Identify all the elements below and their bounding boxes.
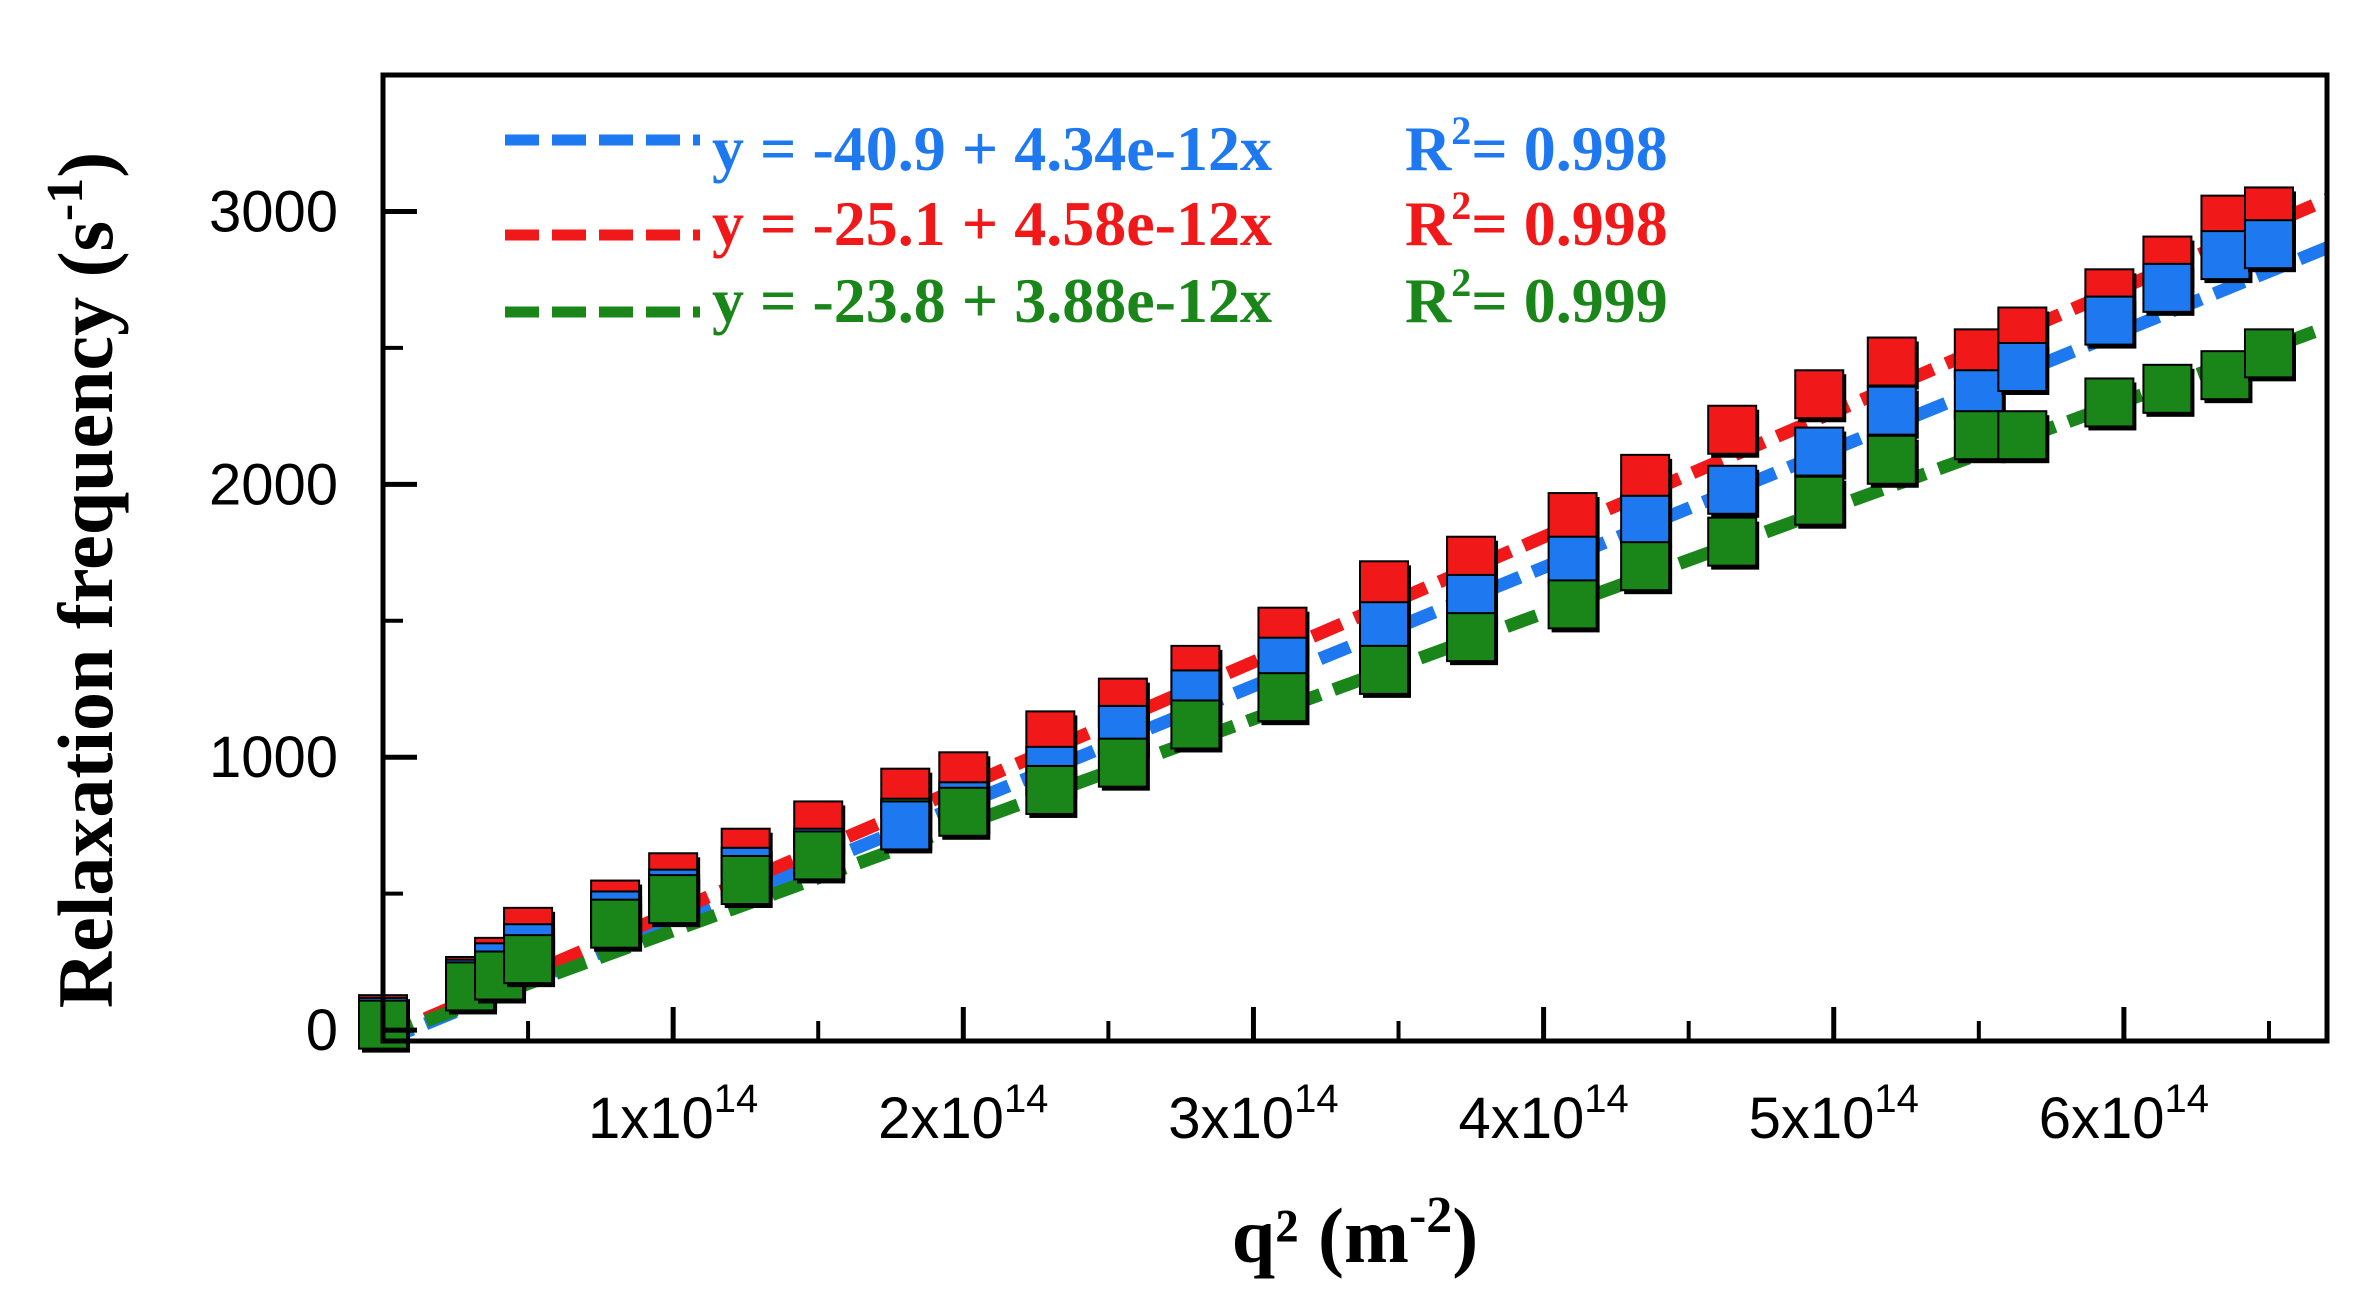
point-red [1866, 336, 1917, 387]
legend-r2-green: R2= 0.999 [1405, 260, 1668, 336]
point-blue [1359, 601, 1410, 652]
point-blue [1794, 426, 1845, 477]
legend-equation-red: y = -25.1 + 4.58e-12x [712, 188, 1272, 259]
point-green [2243, 328, 2294, 379]
point-blue [1547, 535, 1598, 586]
point-green [1794, 475, 1845, 526]
point-green [793, 830, 844, 881]
legend-equation-blue: y = -40.9 + 4.34e-12x [712, 113, 1272, 184]
point-green [2200, 350, 2251, 401]
x-tick-label: 6x1014 [2039, 1077, 2209, 1151]
point-blue [2200, 230, 2251, 281]
y-axis-title: Relaxation frequency (s-1) [37, 152, 129, 1009]
legend-equation-green: y = -23.8 + 3.88e-12x [712, 265, 1272, 336]
point-green [720, 855, 771, 905]
point-green [648, 874, 699, 925]
point-green [1953, 410, 2004, 461]
point-green [1866, 434, 1917, 485]
point-green [938, 786, 989, 837]
y-tick-label: 2000 [209, 452, 338, 517]
point-blue [2084, 295, 2135, 346]
x-tick-label: 1x1014 [588, 1077, 758, 1151]
point-green [1547, 579, 1598, 630]
point-blue [880, 800, 931, 851]
point-blue [1866, 385, 1917, 436]
point-green [1359, 644, 1410, 695]
plot-frame [380, 72, 2330, 1044]
point-blue [1707, 464, 1758, 515]
axes: 1x1014 2x1014 3x1014 4x1014 5x1014 6x1014 0 100… [209, 179, 2271, 1151]
point-green [503, 934, 554, 985]
point-green [1707, 516, 1758, 567]
point-green [1170, 699, 1221, 750]
y-tick-label: 0 [306, 998, 338, 1063]
data-points [358, 186, 2296, 1053]
point-green [1097, 737, 1148, 788]
legend-r2-blue: R2= 0.998 [1405, 108, 1668, 184]
point-red [1547, 492, 1598, 543]
x-tick-label: 2x1014 [878, 1077, 1048, 1151]
point-green [2084, 377, 2135, 428]
point-blue [1997, 341, 2048, 392]
x-tick-label: 3x1014 [1168, 1077, 1338, 1151]
x-tick-label: 4x1014 [1458, 1077, 1628, 1151]
point-green [1997, 410, 2048, 461]
point-blue [1620, 494, 1671, 545]
y-tick-label: 3000 [209, 179, 338, 244]
legend-r2-red: R2= 0.998 [1405, 183, 1668, 259]
y-tick-label: 1000 [209, 725, 338, 790]
point-blue [2142, 262, 2193, 313]
point-green [1025, 764, 1076, 815]
x-tick-label: 5x1014 [1749, 1077, 1919, 1151]
point-green [2142, 363, 2193, 414]
legend: y = -40.9 + 4.34e-12x R2= 0.998 y = -25.1 … [505, 108, 1668, 336]
point-blue [2243, 219, 2294, 270]
point-green [590, 898, 641, 949]
point-green [1446, 612, 1497, 663]
point-red [1794, 369, 1845, 420]
point-red [1707, 404, 1758, 455]
point-green [1620, 541, 1671, 592]
point-green [1257, 672, 1308, 723]
x-axis-title: q² (m-2) [1232, 1187, 1479, 1279]
